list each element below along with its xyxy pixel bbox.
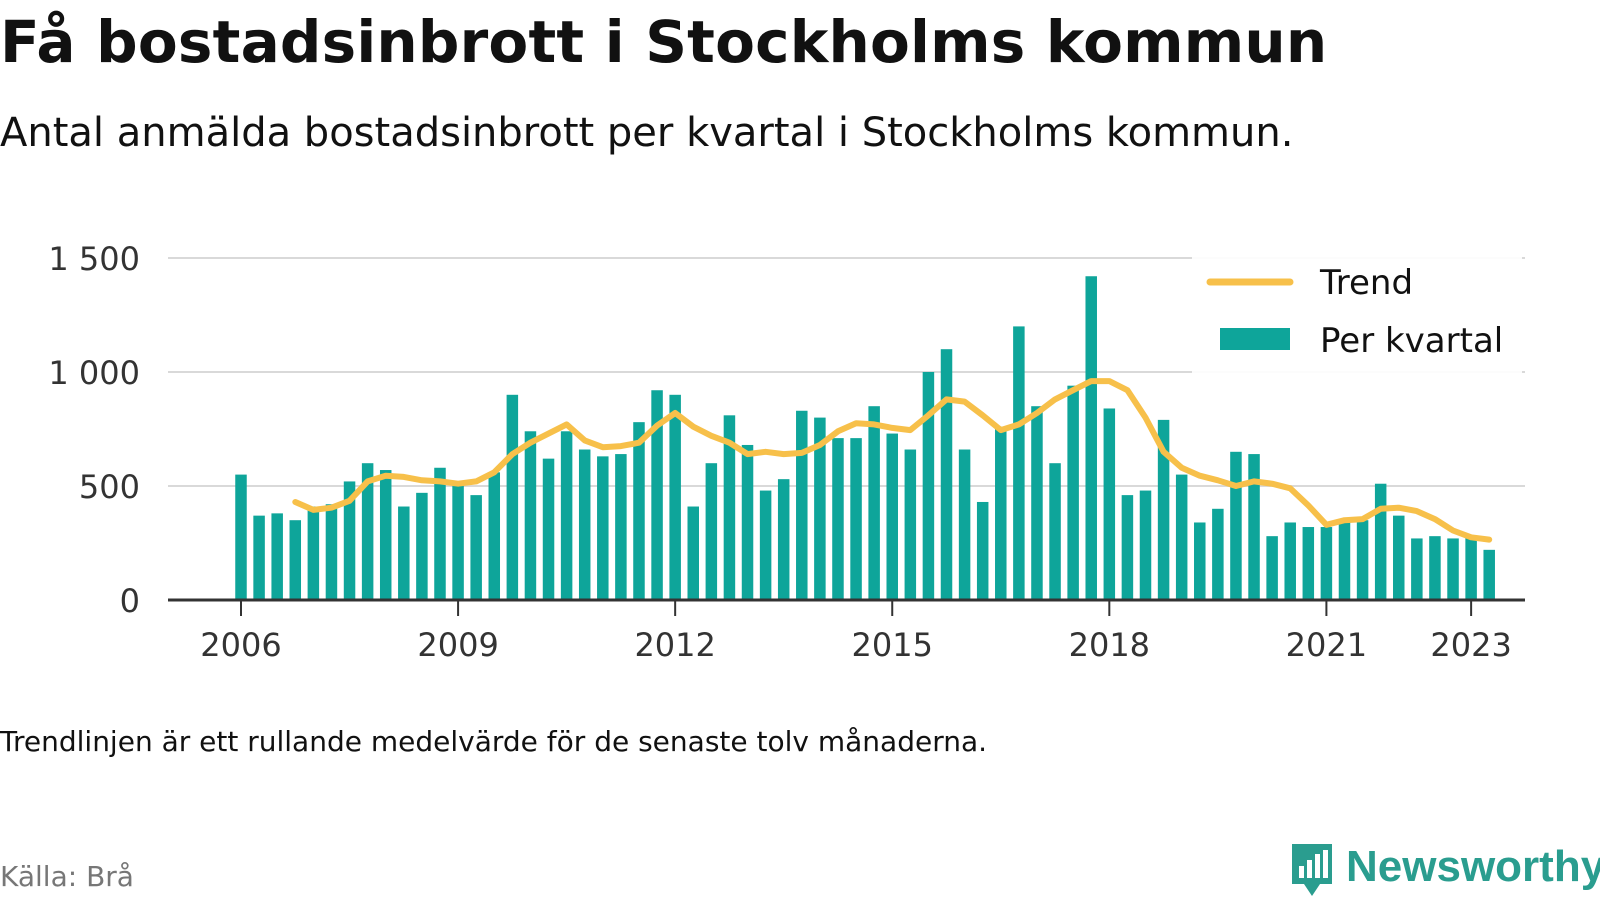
bar-25	[687, 506, 699, 600]
y-tick-label-1000: 1 000	[48, 354, 140, 392]
y-axis-ticks: 0 500 1 000 1 500	[48, 240, 140, 620]
legend-label-per-kvartal: Per kvartal	[1320, 321, 1503, 361]
bar-11	[434, 467, 446, 600]
bar-18	[560, 431, 573, 600]
bar-9	[398, 506, 410, 600]
bar-15	[506, 394, 519, 600]
legend: Trend Per kvartal	[1192, 250, 1522, 374]
bar-54	[1212, 508, 1224, 600]
bar-48	[1103, 408, 1116, 600]
bar-67	[1447, 538, 1459, 600]
bar-36	[886, 433, 898, 600]
legend-label-trend: Trend	[1319, 263, 1413, 303]
brand-name: Newsworthy	[1346, 842, 1600, 891]
bar-10	[416, 492, 428, 600]
bar-51	[1157, 419, 1170, 600]
bar-41	[976, 501, 989, 600]
bar-56	[1248, 454, 1260, 600]
bar-17	[542, 458, 555, 600]
bar-44	[1031, 406, 1043, 600]
bar-21	[615, 454, 627, 600]
source-credit: Källa: Brå	[0, 860, 134, 893]
trend-series	[292, 378, 1493, 543]
legend-background	[1192, 250, 1522, 374]
bar-37	[904, 449, 917, 600]
bar-3	[289, 520, 302, 600]
bar-13	[470, 495, 482, 600]
trend-line	[292, 378, 1493, 543]
chart-bubble-icon	[1292, 844, 1332, 896]
chart-title: Få bostadsinbrott i Stockholms kommun	[0, 8, 1328, 76]
x-tick-label-2009: 2009	[417, 626, 498, 664]
bar-28	[741, 444, 754, 600]
bar-45	[1049, 463, 1061, 600]
bar-1	[253, 515, 265, 600]
bar-31	[796, 410, 808, 600]
y-tick-label-500: 500	[79, 468, 140, 506]
bar-34	[850, 438, 862, 600]
bar-50	[1139, 490, 1152, 600]
bar-24	[669, 394, 681, 600]
bar-62	[1356, 520, 1369, 600]
newsworthy-logo: Newsworthy	[1288, 840, 1600, 900]
bar-30	[777, 479, 790, 600]
bar-27	[723, 415, 736, 600]
footnote: Trendlinjen är ett rullande medelvärde f…	[0, 725, 988, 758]
x-tick-label-2012: 2012	[634, 626, 715, 664]
bar-59	[1302, 527, 1315, 600]
bar-22	[633, 422, 645, 600]
bar-14	[488, 472, 501, 600]
bar-47	[1085, 276, 1097, 600]
bar-60	[1320, 527, 1333, 600]
x-tick-label-2015: 2015	[852, 626, 933, 664]
bar-29	[759, 490, 772, 600]
bar-68	[1465, 536, 1477, 600]
bar-16	[524, 431, 537, 600]
legend-swatch-per-kvartal	[1220, 328, 1290, 350]
x-tick-label-2023: 2023	[1430, 626, 1511, 664]
bar-8	[379, 470, 392, 600]
bar-55	[1230, 451, 1242, 600]
bar-19	[578, 449, 591, 600]
y-tick-label-1500: 1 500	[48, 240, 140, 278]
y-tick-label-0: 0	[120, 582, 140, 620]
bar-4	[307, 506, 320, 600]
x-tick-label-2018: 2018	[1069, 626, 1150, 664]
bar-32	[814, 417, 826, 600]
chart-subtitle: Antal anmälda bostadsinbrott per kvartal…	[0, 110, 1294, 156]
bar-65	[1411, 538, 1423, 600]
bar-57	[1266, 536, 1278, 600]
bar-series	[235, 276, 1495, 600]
bar-12	[452, 481, 464, 600]
bar-43	[1013, 326, 1025, 600]
bar-61	[1338, 520, 1351, 600]
bar-49	[1121, 495, 1134, 600]
x-tick-label-2021: 2021	[1286, 626, 1367, 664]
bar-66	[1429, 536, 1441, 600]
bar-33	[832, 438, 844, 600]
bar-64	[1393, 515, 1405, 600]
x-tick-label-2006: 2006	[200, 626, 281, 664]
bar-23	[651, 390, 663, 600]
bar-42	[995, 426, 1007, 600]
bar-40	[958, 449, 971, 600]
bar-38	[922, 372, 935, 600]
bar-52	[1175, 474, 1188, 600]
bar-20	[597, 456, 609, 600]
bar-5	[325, 504, 338, 600]
bar-53	[1194, 522, 1206, 600]
bar-58	[1284, 522, 1296, 600]
bar-26	[705, 463, 718, 600]
bar-63	[1374, 483, 1387, 600]
x-axis-ticks: 2006 2009 2012 2015 2018 2021 2023	[200, 600, 1512, 664]
bar-69	[1483, 549, 1495, 600]
bar-2	[271, 513, 283, 600]
bar-46	[1067, 385, 1079, 600]
bar-0	[235, 474, 247, 600]
bar-35	[868, 406, 880, 600]
bar-7	[361, 463, 374, 600]
bar-6	[343, 481, 356, 600]
bar-39	[940, 349, 953, 600]
